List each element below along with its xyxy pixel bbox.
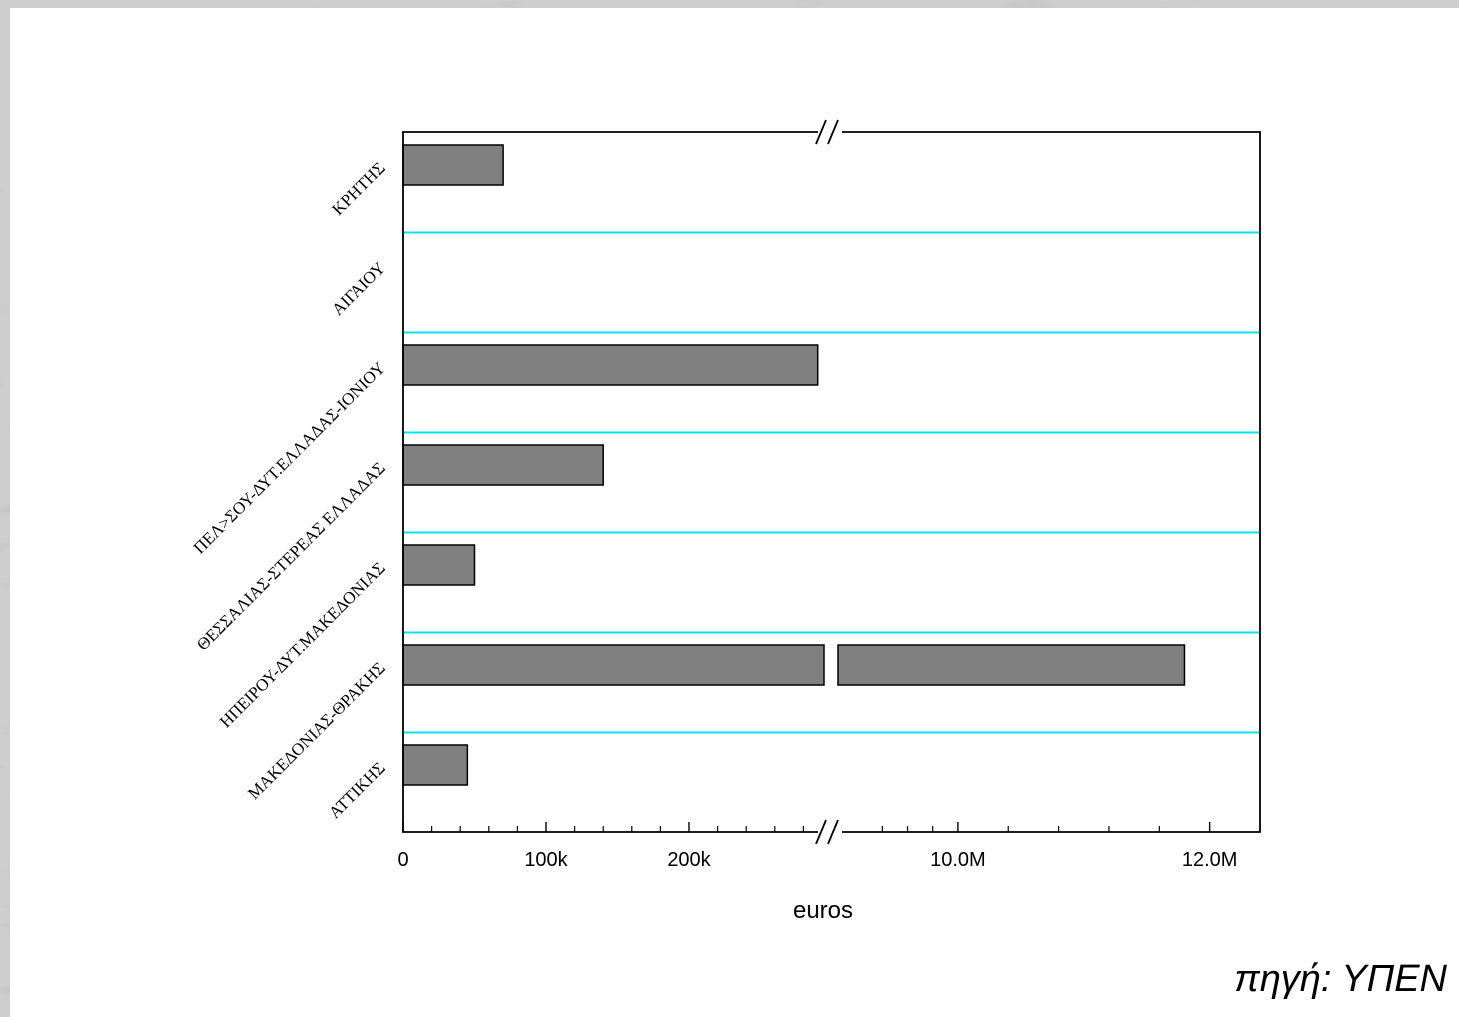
- plot-frame: [402, 119, 1261, 845]
- bars: [402, 144, 1186, 786]
- frame-right: [842, 131, 1261, 833]
- bar: [402, 644, 1186, 686]
- bar: [402, 544, 476, 586]
- bar: [402, 444, 604, 486]
- tick-label: 12.0M: [1182, 849, 1238, 871]
- category-label: ΑΤΤΙΚΗΣ: [325, 758, 389, 822]
- category-label: ΘΕΣΣΑΛΙΑΣ-ΣΤΕΡΕΑΣ ΕΛΛΑΔΑΣ: [193, 458, 389, 654]
- tick-label: 200k: [667, 849, 711, 871]
- category-label: ΗΠΕΙΡΟΥ-ΔΥΤ.ΜΑΚΕΔΟΝΙΑΣ: [216, 558, 389, 731]
- axis-break-marker: [815, 819, 839, 845]
- frame-left: [402, 131, 818, 833]
- source-note: πηγή: ΥΠΕΝ: [1234, 958, 1447, 1000]
- bar: [402, 144, 504, 186]
- category-label: ΚΡΗΤΗΣ: [328, 158, 389, 219]
- slide-canvas: [10, 8, 1459, 1017]
- category-separators: [403, 231, 1260, 734]
- bar: [402, 744, 469, 786]
- bar-segment: [837, 644, 1186, 686]
- x-axis-ticks: 0 100k 200k 10.0M 12.0M: [397, 822, 1261, 871]
- x-axis-title: euros: [793, 897, 853, 924]
- category-labels: ΚΡΗΤΗΣ ΑΙΓΑΙΟΥ ΠΕΛ>ΣΟΥ-ΔΥΤ.ΕΛΛΑΔΑΣ-ΙΟΝΙΟΥΘ…: [190, 158, 389, 822]
- tick-label: 10.0M: [930, 849, 986, 871]
- tick-label: 100k: [524, 849, 568, 871]
- bar-segment: [402, 644, 825, 686]
- category-label: ΑΙΓΑΙΟΥ: [328, 258, 389, 319]
- tick-label: 0: [397, 849, 408, 871]
- category-label: ΠΕΛ>ΣΟΥ-ΔΥΤ.ΕΛΛΑΔΑΣ-ΙΟΝΙΟΥ: [190, 358, 389, 557]
- bar: [402, 344, 819, 386]
- axis-break-marker: [815, 119, 839, 145]
